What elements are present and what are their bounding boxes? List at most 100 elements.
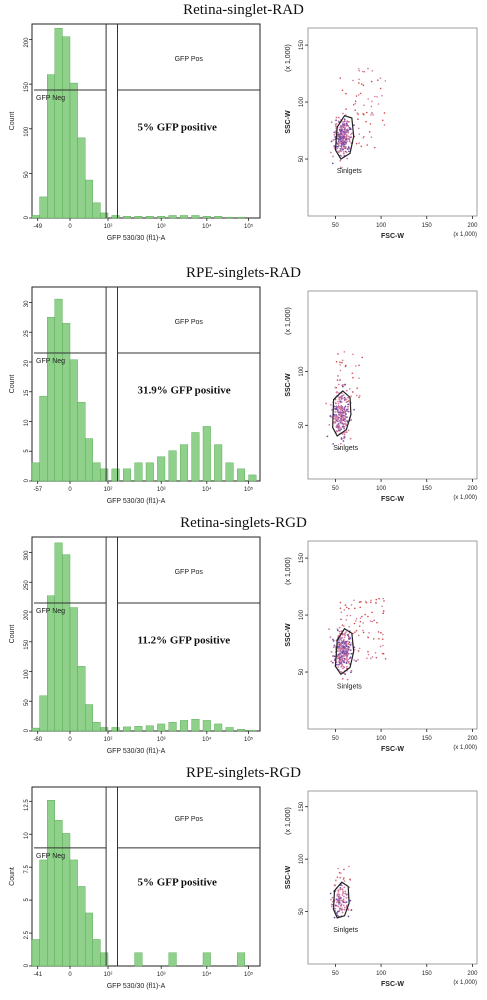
event-dot [344, 130, 347, 133]
histogram-bar [168, 952, 177, 967]
event-dot [329, 636, 332, 639]
event-dot [335, 402, 337, 405]
event-dot [329, 415, 332, 418]
y-tick-label: 10 [24, 832, 30, 839]
y-axis-unit: (x 1,000) [285, 307, 292, 335]
event-dot [370, 114, 372, 116]
event-dot [340, 398, 343, 401]
event-dot [371, 112, 374, 114]
event-dot [350, 669, 353, 672]
plot-frame [307, 790, 478, 965]
event-dot [358, 377, 360, 379]
event-dot [340, 662, 342, 665]
histogram-bar [168, 450, 177, 482]
event-dot [339, 369, 342, 372]
event-dot [337, 145, 340, 148]
gate-pos-label: GFP Pos [175, 56, 204, 63]
histogram-bar [236, 468, 245, 482]
event-dot [370, 136, 373, 138]
event-dot [342, 137, 345, 139]
scatter-retina-rgd: Sinlgets 50 100 150 200 50 100 150 (x 1,000) SSC-… [285, 540, 478, 753]
event-dot [349, 644, 352, 646]
event-dot [333, 916, 336, 919]
event-dot [338, 626, 341, 629]
event-dot [344, 398, 347, 401]
event-dot [337, 418, 340, 420]
event-dot [341, 425, 344, 428]
event-dot [384, 658, 387, 660]
y-tick-label: 250 [24, 580, 30, 591]
gate-neg-label: GFP Neg [36, 358, 65, 365]
event-dot [333, 415, 336, 418]
event-dot [362, 70, 364, 73]
x-tick-label: 10⁵ [244, 223, 254, 230]
event-dot [352, 376, 354, 379]
event-dot [360, 600, 362, 603]
x-tick-label: -57 [33, 487, 42, 493]
event-dot [355, 95, 358, 97]
event-dot [339, 886, 342, 889]
event-dot [367, 653, 370, 656]
y-tick-label: 100 [299, 366, 305, 377]
event-dot [338, 447, 341, 450]
x-tick-label: 200 [467, 971, 478, 977]
y-tick-label: 100 [24, 126, 30, 137]
x-tick-label: 50 [332, 971, 339, 977]
event-dot [342, 899, 345, 902]
y-tick-label: 150 [299, 552, 305, 563]
histogram-bar [92, 721, 101, 732]
event-dot [350, 136, 352, 139]
event-dot [379, 645, 382, 648]
event-dot [345, 364, 347, 367]
event-dot [359, 92, 362, 95]
event-dot [337, 427, 340, 430]
gate-pos-label: GFP Pos [175, 569, 204, 576]
event-dot [346, 633, 349, 636]
event-dot [339, 141, 342, 144]
event-dot [350, 652, 353, 655]
event-dot [340, 611, 343, 614]
event-dot [354, 631, 356, 633]
event-dot [362, 629, 364, 632]
event-dot [347, 658, 350, 661]
event-dot [332, 155, 334, 158]
histogram-bar [134, 462, 143, 482]
event-dot [344, 634, 346, 636]
x-tick-label: 100 [376, 971, 387, 977]
event-dot [339, 148, 342, 150]
y-tick-label: 0 [24, 963, 30, 967]
histogram-bar [31, 727, 40, 732]
x-tick-label: 0 [68, 487, 72, 493]
event-dot [339, 400, 342, 403]
event-dot [358, 142, 360, 144]
plot-frame [307, 290, 478, 480]
event-dot [337, 406, 340, 409]
histogram-bar [145, 725, 154, 732]
histogram-bar [122, 468, 131, 482]
histogram-bar [134, 952, 143, 967]
event-dot [340, 422, 343, 425]
event-dot [339, 126, 342, 129]
event-dot [343, 880, 346, 882]
x-tick-label: 100 [376, 223, 387, 229]
y-tick-label: 50 [299, 421, 305, 428]
event-dot [381, 605, 383, 608]
histogram-bar [77, 137, 86, 219]
event-dot [339, 379, 342, 381]
histogram-bar [54, 298, 63, 482]
event-dot [339, 904, 342, 907]
event-dot [381, 94, 383, 97]
event-dot [339, 395, 342, 398]
event-dot [363, 70, 366, 73]
event-dot [346, 640, 349, 643]
event-dot [339, 607, 342, 610]
histogram-bar [248, 474, 257, 482]
event-dot [344, 892, 347, 895]
event-dot [334, 907, 337, 910]
event-dot [344, 642, 346, 644]
event-dot [347, 915, 350, 918]
histogram-bar [100, 952, 109, 967]
histogram-bar [145, 462, 154, 482]
x-tick-label: 50 [332, 736, 339, 742]
event-dot [340, 140, 342, 143]
